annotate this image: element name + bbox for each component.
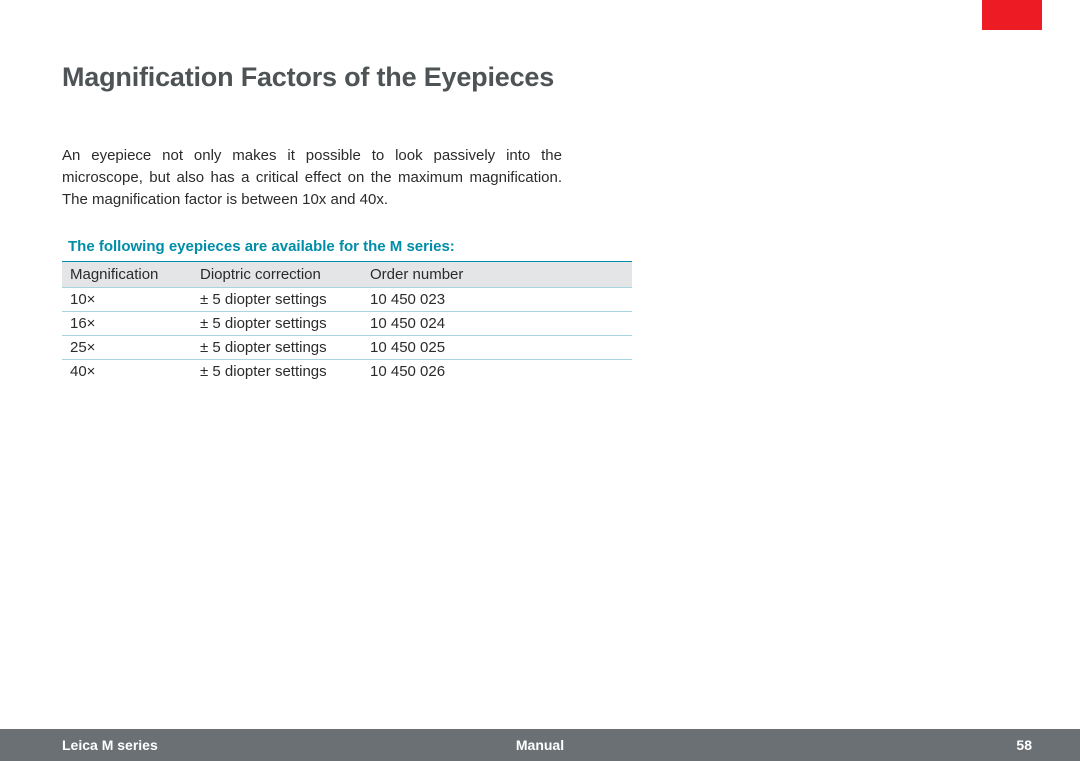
table-cell: ± 5 diopter settings bbox=[192, 360, 362, 384]
brand-logo-box bbox=[982, 0, 1042, 30]
table-header-row: Magnification Dioptric correction Order … bbox=[62, 262, 632, 288]
table-cell: ± 5 diopter settings bbox=[192, 288, 362, 312]
intro-paragraph: An eyepiece not only makes it possible t… bbox=[62, 145, 562, 210]
col-order-number: Order number bbox=[362, 262, 632, 288]
table-row: 16×± 5 diopter settings10 450 024 bbox=[62, 312, 632, 336]
table-cell: 25× bbox=[62, 336, 192, 360]
eyepiece-table-wrap: The following eyepieces are available fo… bbox=[62, 234, 632, 383]
footer-page-number: 58 bbox=[1016, 737, 1080, 753]
table-cell: 10 450 024 bbox=[362, 312, 632, 336]
footer-series: Leica M series bbox=[0, 737, 158, 753]
eyepiece-table: Magnification Dioptric correction Order … bbox=[62, 262, 632, 383]
footer-doc-type: Manual bbox=[516, 737, 564, 753]
table-row: 40×± 5 diopter settings10 450 026 bbox=[62, 360, 632, 384]
table-row: 25×± 5 diopter settings10 450 025 bbox=[62, 336, 632, 360]
table-cell: 10 450 023 bbox=[362, 288, 632, 312]
page-footer: Leica M series Manual 58 bbox=[0, 729, 1080, 761]
table-caption: The following eyepieces are available fo… bbox=[62, 234, 632, 262]
content-area: Magnification Factors of the Eyepieces A… bbox=[62, 62, 1018, 383]
table-cell: 10× bbox=[62, 288, 192, 312]
table-cell: 10 450 025 bbox=[362, 336, 632, 360]
table-cell: 16× bbox=[62, 312, 192, 336]
table-cell: 10 450 026 bbox=[362, 360, 632, 384]
table-cell: ± 5 diopter settings bbox=[192, 312, 362, 336]
table-cell: ± 5 diopter settings bbox=[192, 336, 362, 360]
table-cell: 40× bbox=[62, 360, 192, 384]
page-title: Magnification Factors of the Eyepieces bbox=[62, 62, 1018, 93]
manual-page: Magnification Factors of the Eyepieces A… bbox=[0, 0, 1080, 761]
col-magnification: Magnification bbox=[62, 262, 192, 288]
col-dioptric: Dioptric correction bbox=[192, 262, 362, 288]
table-row: 10×± 5 diopter settings10 450 023 bbox=[62, 288, 632, 312]
table-body: 10×± 5 diopter settings10 450 02316×± 5 … bbox=[62, 288, 632, 384]
